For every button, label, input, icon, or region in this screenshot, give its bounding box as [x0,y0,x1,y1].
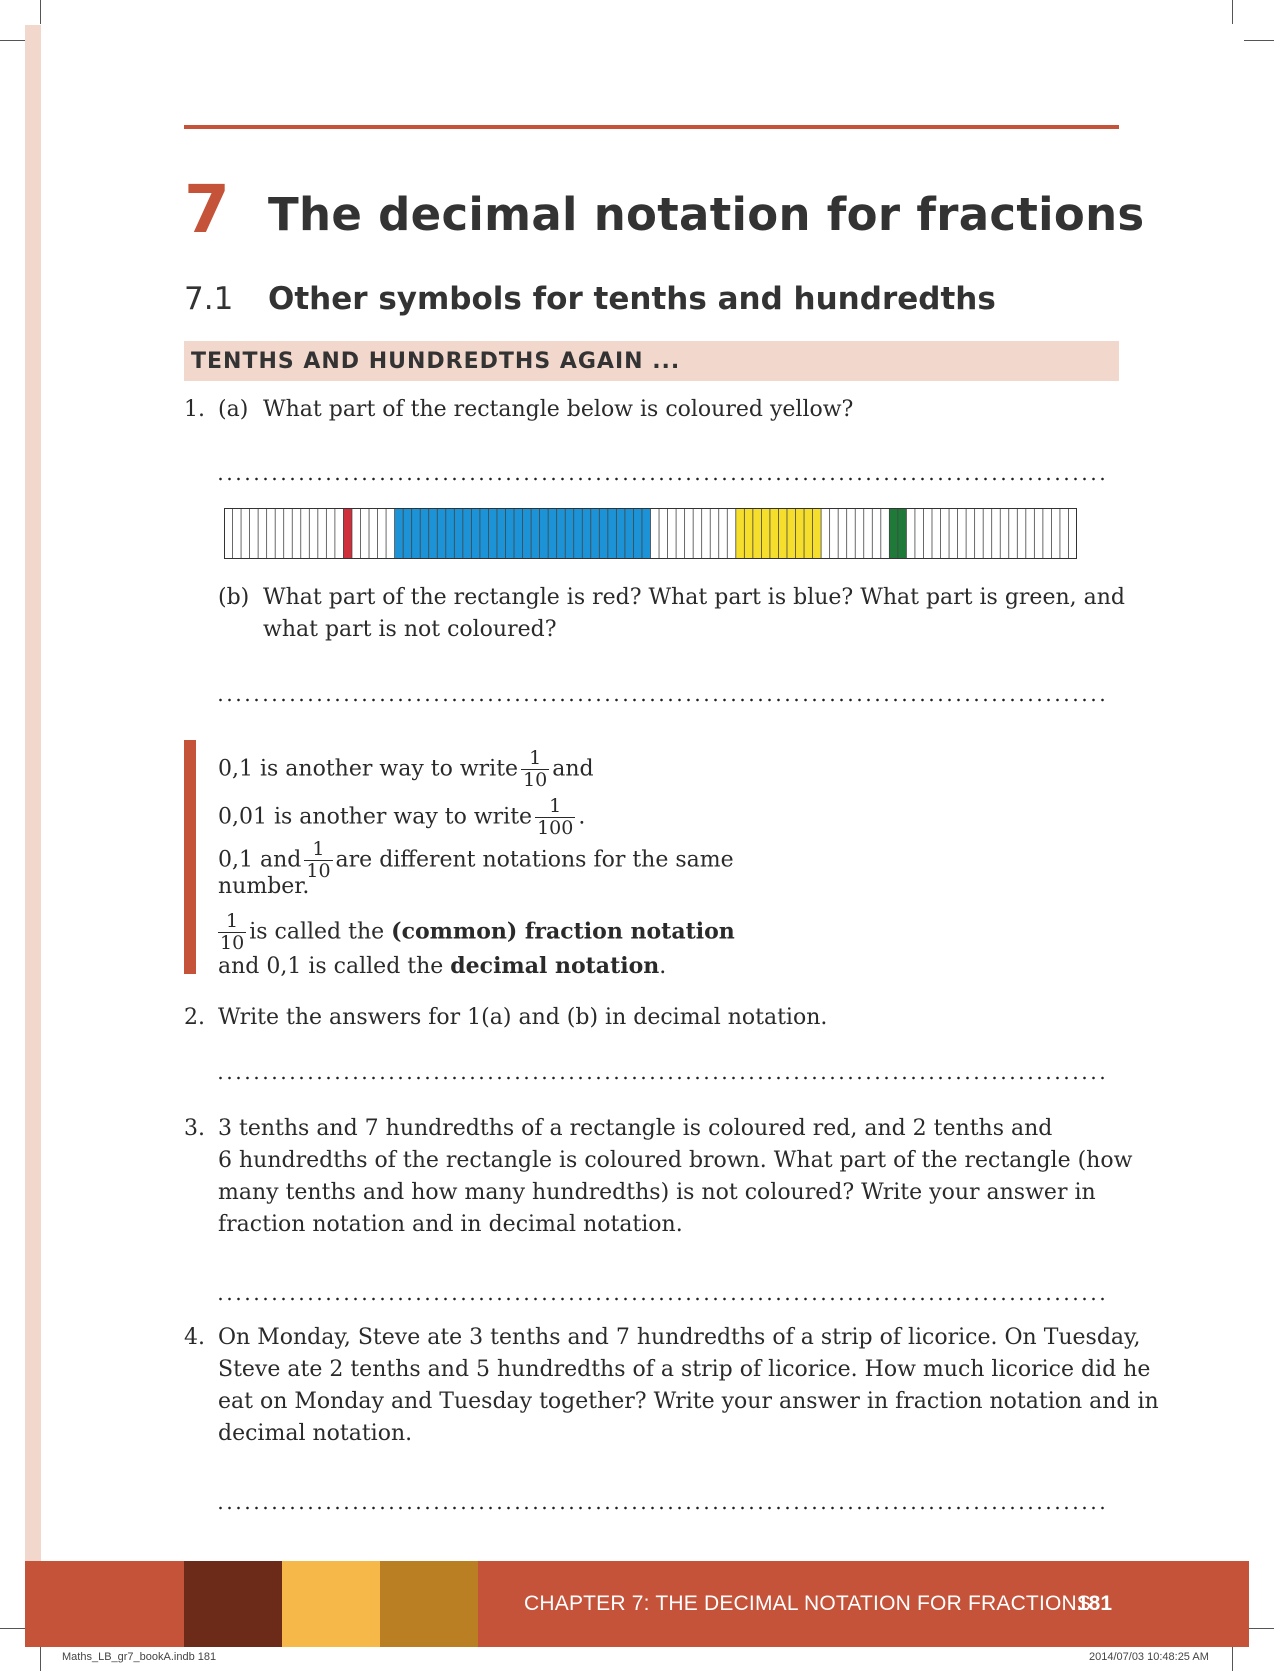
note-text: number. [218,874,310,899]
fraction: 1 100 [535,795,576,839]
denominator: 10 [304,860,333,882]
note-text: 0,1 is another way to write [218,756,519,782]
fraction: 1 10 [304,838,333,882]
answer-line[interactable] [216,1076,1106,1080]
answer-line[interactable] [216,1297,1106,1301]
note-text: 0,1 and [218,847,302,873]
note-line: 0,1 is another way to write 1 10 and [218,748,594,791]
crop-mark [40,0,41,24]
slug-filename: Maths_LB_gr7_bookA.indb 181 [62,1651,217,1663]
question-text: what part is not coloured? [263,617,557,642]
fraction: 1 10 [521,747,550,791]
question-text: eat on Monday and Tuesday together? Writ… [218,1389,1159,1414]
section-number: 7.1 [184,281,234,317]
denominator: 10 [218,932,247,954]
answer-line[interactable] [216,698,1106,702]
note-bold-term: (common) fraction notation [391,918,735,945]
question-number: 4. [184,1325,205,1350]
section-title: Other symbols for tenths and hundredths [268,281,996,317]
footer-chapter-title: CHAPTER 7: THE DECIMAL NOTATION FOR FRAC… [524,1592,1092,1615]
note-text: . [578,804,586,830]
crop-mark [1244,1628,1274,1629]
numerator: 1 [549,795,562,817]
page-footer: CHAPTER 7: THE DECIMAL NOTATION FOR FRAC… [25,1561,1249,1647]
crop-mark [0,1628,30,1629]
question-text: What part of the rectangle below is colo… [263,397,854,422]
question-text: What part of the rectangle is red? What … [263,585,1125,610]
question-text: 3 tenths and 7 hundredths of a rectangle… [218,1116,1053,1141]
answer-line[interactable] [216,1506,1106,1510]
question-number: 2. [184,1005,205,1030]
denominator: 10 [521,769,550,791]
fraction: 1 10 [218,910,247,954]
question-text: Write the answers for 1(a) and (b) in de… [218,1005,828,1030]
note-text: is called the [249,919,385,945]
note-accent-bar [184,740,196,974]
slug-timestamp: 2014/07/03 10:48:25 AM [1089,1651,1209,1663]
note-line: 0,01 is another way to write 1 100. [218,796,585,839]
page-number: 181 [1077,1592,1113,1615]
question-number: 1. [184,397,205,422]
numerator: 1 [226,910,239,932]
question-text: On Monday, Steve ate 3 tenths and 7 hund… [218,1325,1141,1350]
question-text: 6 hundredths of the rectangle is coloure… [218,1148,1133,1173]
denominator: 100 [535,817,576,839]
note-text: 0,01 is another way to write [218,804,533,830]
top-rule [184,125,1119,129]
crop-mark [1232,1647,1233,1671]
note-text: are different notations for the same [335,847,734,873]
footer-colour-block [282,1561,380,1647]
hundredths-rectangle [224,508,1077,559]
footer-colour-block [380,1561,478,1647]
question-text: decimal notation. [218,1421,413,1446]
crop-mark [0,40,30,41]
banner-text: TENTHS AND HUNDREDTHS AGAIN ... [191,349,681,374]
question-number: 3. [184,1116,205,1141]
question-text: Steve ate 2 tenths and 5 hundredths of a… [218,1357,1151,1382]
answer-line[interactable] [216,477,1106,481]
topic-banner: TENTHS AND HUNDREDTHS AGAIN ... [184,341,1119,381]
numerator: 1 [312,838,325,860]
crop-mark [40,1647,41,1671]
note-text: and [552,756,594,782]
crop-mark [1232,0,1233,24]
question-text: fraction notation and in decimal notatio… [218,1212,683,1237]
crop-mark [1244,40,1274,41]
part-label: (b) [218,585,250,610]
footer-colour-block [184,1561,282,1647]
part-label: (a) [218,397,249,422]
chapter-number: 7 [184,171,230,248]
numerator: 1 [529,747,542,769]
red-segment [343,508,352,559]
question-text: many tenths and how many hundredths) is … [218,1180,1096,1205]
note-line: and 0,1 is called the decimal notation. [218,950,666,983]
note-text: . [659,954,667,979]
note-text: and 0,1 is called the [218,954,444,979]
note-line: 0,1 and 1 10 are different notations for th… [218,839,734,882]
left-margin-band [25,25,41,1582]
note-bold-term: decimal notation [450,953,660,979]
note-line: 1 10 is called the (common) fraction notat… [218,911,735,954]
chapter-title: The decimal notation for fractions [268,188,1145,241]
